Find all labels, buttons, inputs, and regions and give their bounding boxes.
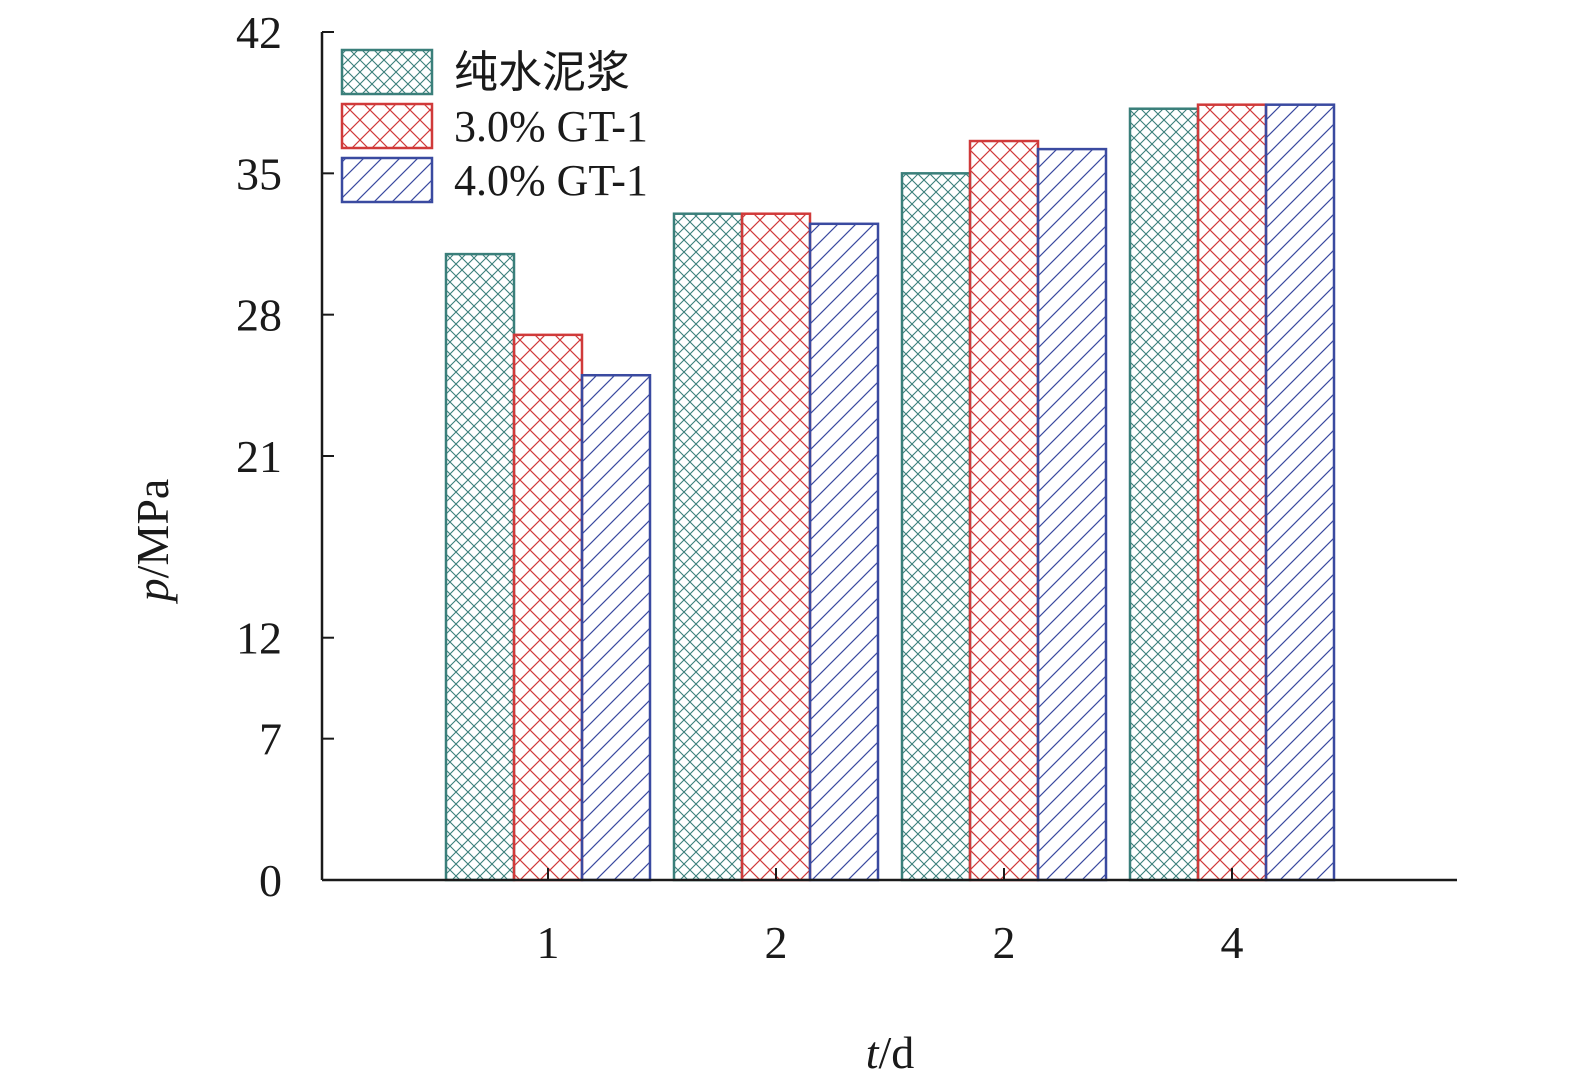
legend-label-1: 3.0% GT-1 (454, 102, 648, 151)
bar-series-2-cat-3 (1264, 103, 1336, 882)
x-tick-label: 2 (765, 917, 788, 968)
y-axis-label-unit: /MPa (127, 479, 178, 579)
bars-group (444, 103, 1336, 882)
legend-label-2: 4.0% GT-1 (454, 156, 648, 205)
x-tick-label: 1 (537, 917, 560, 968)
y-tick-label: 21 (236, 431, 282, 482)
x-tick-label: 4 (1221, 917, 1244, 968)
y-axis-label: p/MPa (127, 479, 178, 605)
y-tick-label: 35 (236, 148, 282, 199)
legend: 纯水泥浆 3.0% GT-1 4.0% GT-1 (340, 48, 648, 205)
y-tick-label: 0 (259, 855, 282, 906)
bar-series-1-cat-3 (1196, 103, 1268, 882)
x-axis-label-var: t (866, 1027, 880, 1078)
legend-label-0: 纯水泥浆 (454, 48, 630, 97)
bar-series-0-cat-3 (1128, 107, 1200, 882)
y-ticks: 0 7 12 21 28 35 42 (236, 7, 334, 906)
legend-swatch-2 (340, 156, 434, 204)
bar-series-0-cat-1 (672, 212, 744, 882)
y-tick-label: 12 (236, 613, 282, 664)
bar-series-0-cat-2 (900, 172, 972, 882)
x-axis-label: t/d (866, 1027, 915, 1078)
legend-swatch-1 (340, 102, 434, 150)
y-axis-label-var: p (127, 578, 178, 604)
x-axis-label-unit: /d (879, 1027, 915, 1078)
y-tick-label: 42 (236, 7, 282, 58)
bar-series-0-cat-0 (444, 252, 516, 882)
bar-series-1-cat-2 (968, 139, 1040, 882)
bar-series-2-cat-1 (808, 222, 880, 882)
bar-series-2-cat-2 (1036, 147, 1108, 882)
bar-series-1-cat-1 (740, 212, 812, 882)
bar-series-2-cat-0 (580, 373, 652, 882)
y-tick-label: 7 (259, 714, 282, 765)
bar-series-1-cat-0 (512, 333, 584, 882)
x-tick-label: 2 (993, 917, 1016, 968)
y-tick-label: 28 (236, 290, 282, 341)
legend-swatch-0 (340, 48, 434, 96)
x-ticks: 1 2 2 4 (537, 868, 1244, 968)
